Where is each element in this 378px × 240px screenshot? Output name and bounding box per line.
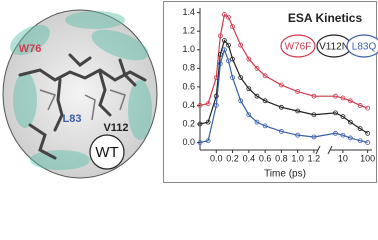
data-point [217,52,223,57]
data-point [340,114,346,119]
data-point [278,129,284,134]
data-point [205,138,211,144]
data-point [295,108,301,114]
data-point [254,93,260,99]
data-point [254,65,260,71]
data-point [347,135,353,141]
data-point [213,93,219,99]
residue-label: L83 [63,113,82,125]
series-line [199,47,368,144]
x-tick-label: 0.2 [226,153,239,163]
x-axis-label: Time (ps) [264,169,306,180]
data-point [205,119,211,125]
y-tick-label: 0.2 [182,118,195,128]
x-tick-label: 10 [338,153,348,163]
legend-badge [280,34,316,58]
y-tick-label: 1.2 [182,26,195,36]
data-point [262,73,268,79]
data-point [347,98,353,104]
data-point [222,12,227,17]
y-tick-label: 1.0 [182,44,195,54]
data-point [238,98,244,104]
data-point [222,38,227,43]
x-tick-label: 0.8 [275,153,288,163]
y-tick-label: 1.4 [182,7,195,17]
data-point [205,101,211,106]
data-point [197,140,203,145]
data-point [226,14,231,20]
axis-break [315,145,321,155]
data-point [311,112,317,118]
data-point [213,103,219,108]
data-point [357,103,363,108]
x-tick-label: 1.0 [291,153,304,163]
residue-label: W76 [19,43,42,55]
data-point [365,140,371,145]
data-point [333,110,338,116]
legend-label: V112N [319,42,349,53]
structure-image: W76 L83 V112 WT [2,9,158,179]
data-point [333,130,338,136]
legend-badge [346,34,378,58]
data-point [246,112,252,118]
x-tick-label: 1.2 [308,153,321,163]
data-point [222,47,227,53]
legend-label: L83Q [352,42,377,53]
data-point [217,33,223,39]
data-point [340,132,346,138]
data-point [217,61,223,67]
data-point [238,42,244,48]
chart-frame [163,1,377,183]
data-point [365,105,371,111]
data-point [262,123,268,129]
data-point [246,56,252,62]
x-tick-label: 0.0 [210,153,223,163]
data-point [333,93,338,99]
data-point [262,98,268,104]
legend-label: W76F [285,42,312,53]
data-point [197,121,203,127]
data-point [230,24,235,29]
data-point [311,134,317,140]
y-tick-label: 0.0 [182,137,195,147]
data-point [357,138,363,144]
data-point [295,89,301,94]
data-point [311,93,317,99]
data-point [357,126,363,132]
data-point [278,82,284,88]
data-point [230,75,235,81]
chart: ESA Kinetics Time (ps) 0.00.20.40.60.81.… [182,7,378,180]
axis-break [327,145,333,155]
data-point [226,42,231,48]
data-point [278,104,284,110]
x-tick-label: 0.6 [259,153,272,163]
wt-label: WT [95,144,118,161]
x-tick-label: 0.4 [243,153,256,163]
data-point [197,103,203,108]
data-point [254,119,260,125]
chart-title: ESA Kinetics [288,11,363,25]
data-point [347,119,353,125]
series-line [199,39,368,134]
series-line [199,13,368,109]
data-point [226,58,231,64]
data-point [230,56,235,62]
data-point [340,95,346,101]
data-point [246,86,252,92]
y-tick-label: 0.8 [182,63,195,73]
residue-label: V112 [103,122,128,134]
data-point [365,130,371,136]
data-point [295,132,301,138]
y-tick-label: 0.6 [182,81,195,91]
figure: W76 L83 V112 WT ESA Kinetics Time (ps) 0… [2,1,378,183]
x-tick-label: 100 [360,153,375,163]
data-point [238,75,244,81]
y-tick-label: 0.4 [182,100,195,110]
